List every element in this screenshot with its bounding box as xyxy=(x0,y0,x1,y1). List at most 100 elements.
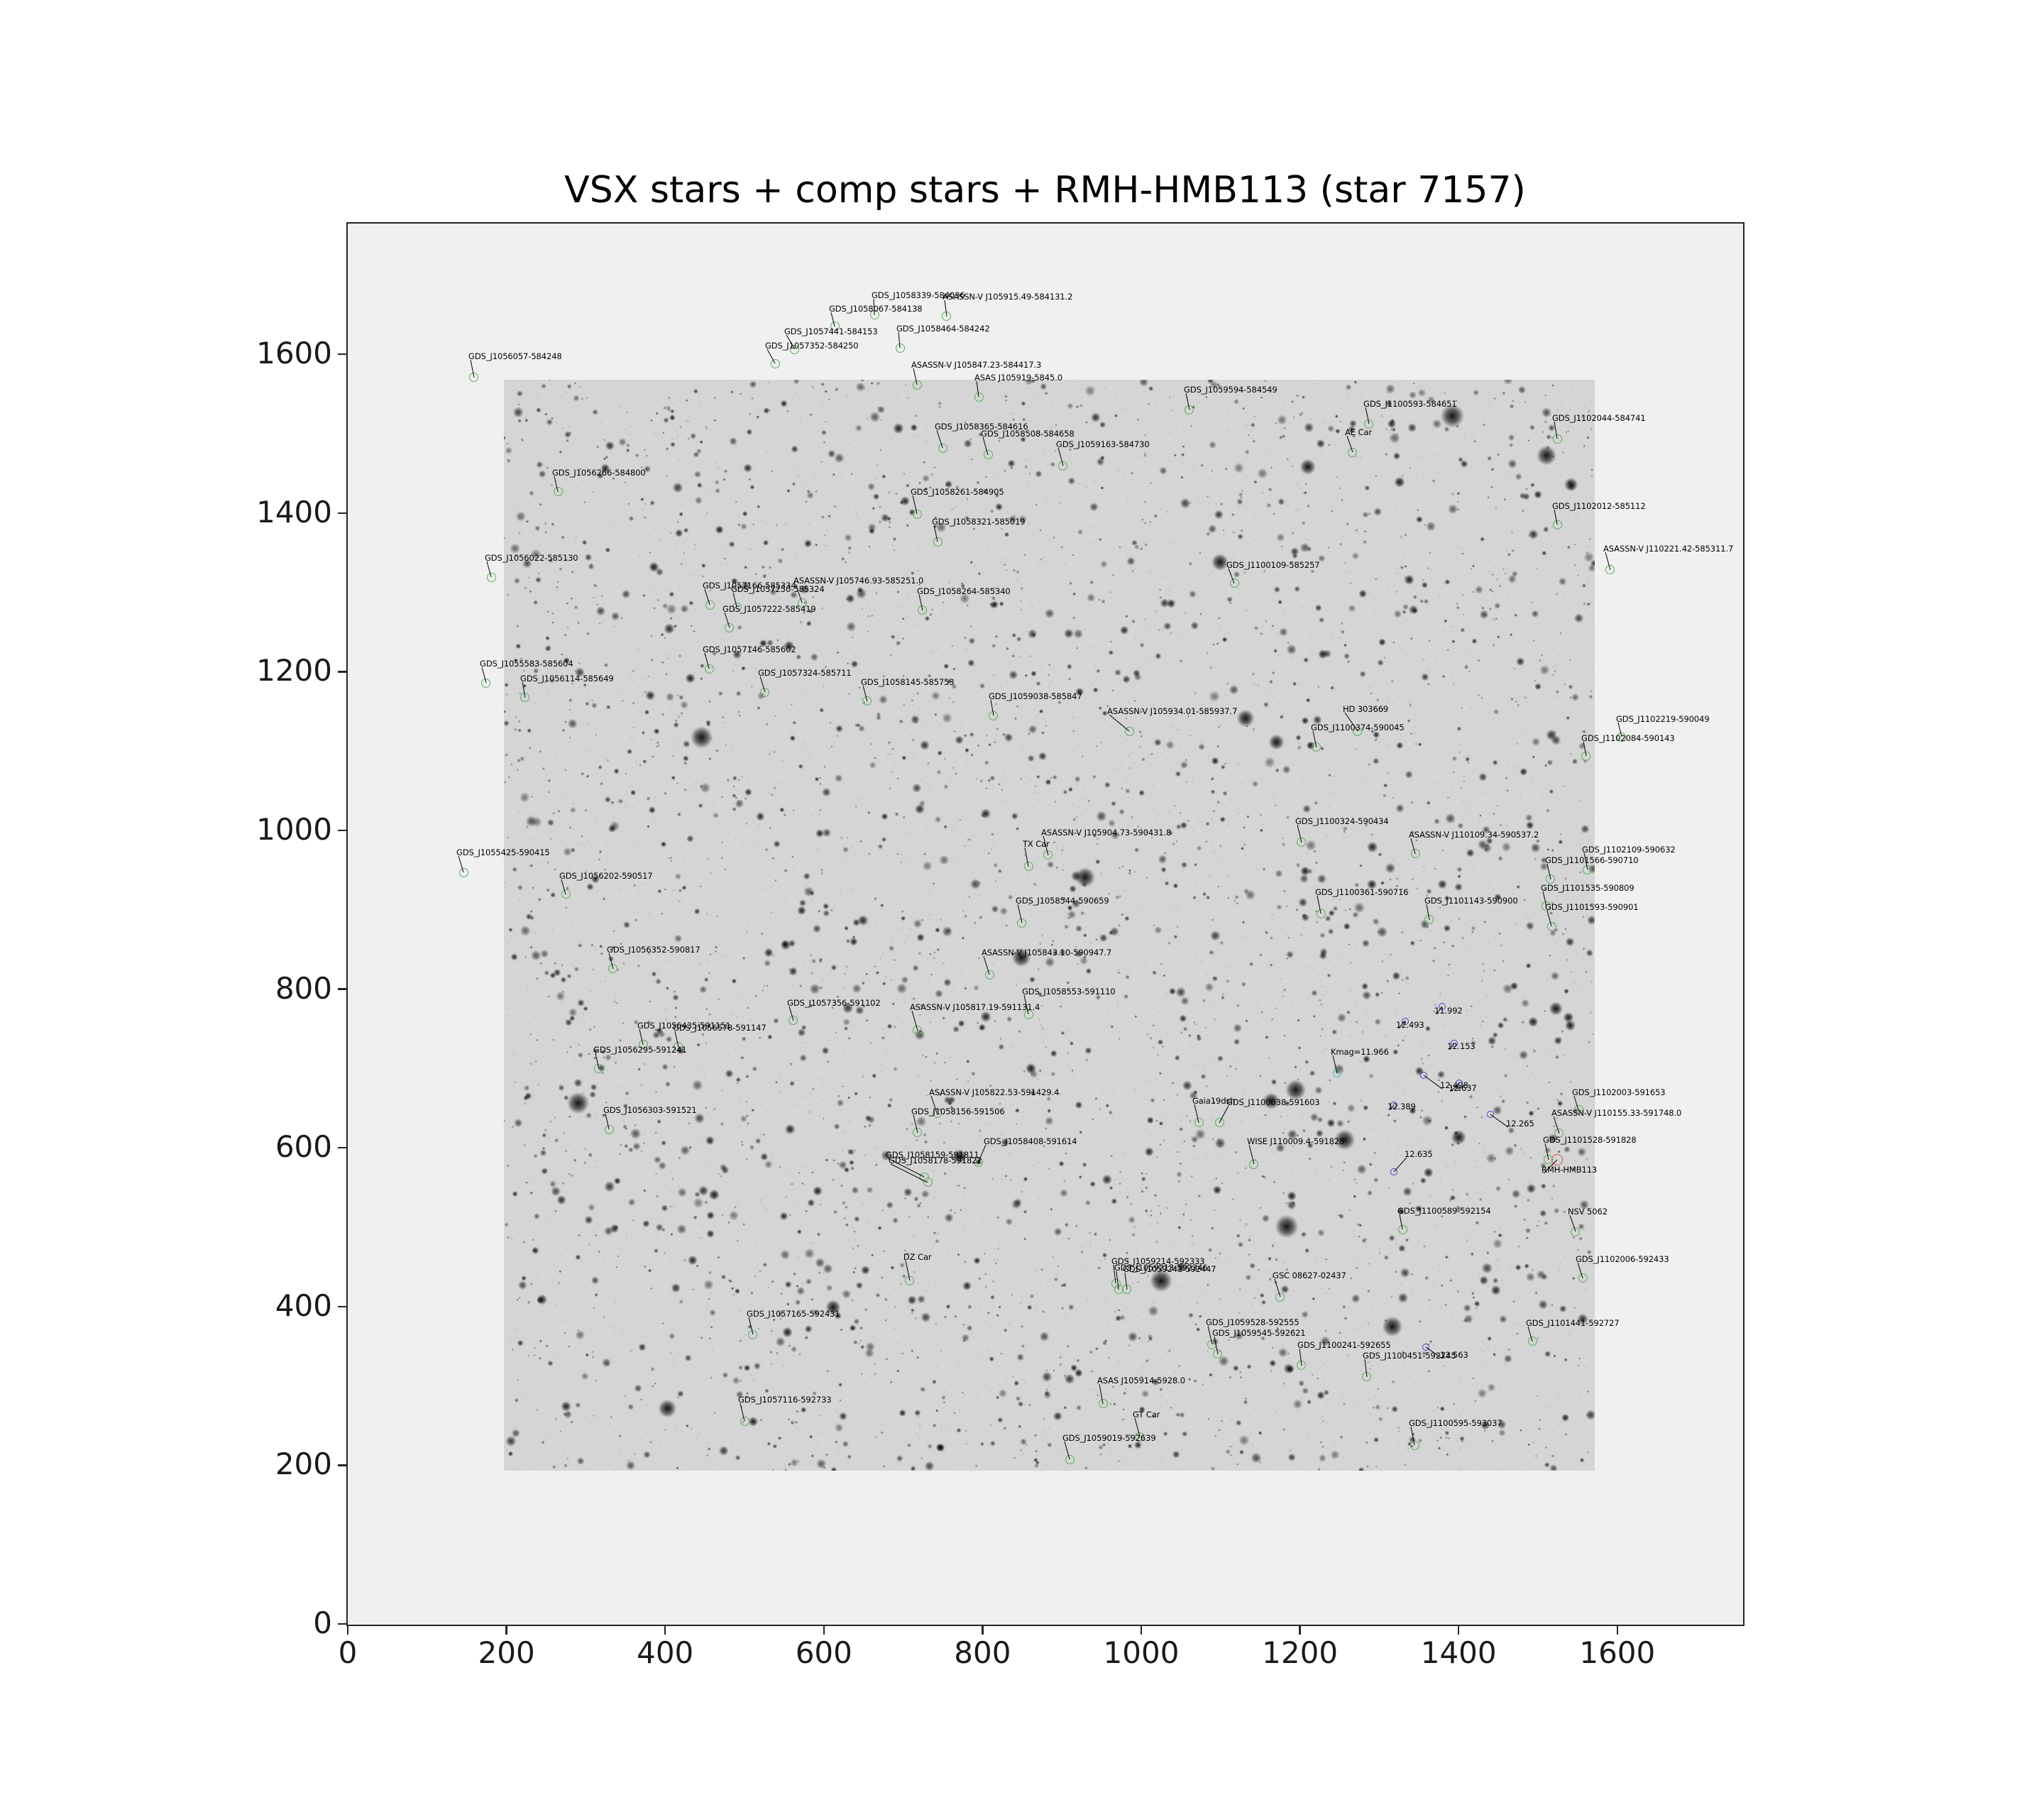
y-tick-label: 1200 xyxy=(256,653,332,688)
star-label: ASASSN-V J105817.19-591131.4 xyxy=(909,1002,1040,1013)
star-label: GDS_J1102044-584741 xyxy=(1552,413,1646,424)
star-label: GDS_J1100109-585257 xyxy=(1226,559,1320,570)
x-tick-mark xyxy=(1140,1625,1143,1635)
vsx-star-marker xyxy=(1348,447,1358,457)
vsx-star-marker xyxy=(983,450,993,460)
star-label: ASASSN-V J105746.93-585251.0 xyxy=(793,575,924,586)
y-tick-mark xyxy=(337,829,346,832)
star-label: GDS_J1058464-584242 xyxy=(896,324,990,334)
star-label: DZ Car xyxy=(903,1251,932,1262)
star-label: GDS_J1056022-585130 xyxy=(484,553,578,564)
target-star-marker xyxy=(1551,1153,1564,1165)
star-label: GDS_J1057165-592431 xyxy=(747,1309,840,1319)
comp-star-marker xyxy=(1422,1344,1430,1351)
vsx-star-marker xyxy=(553,487,563,497)
y-tick-mark xyxy=(337,512,346,514)
vsx-star-marker xyxy=(748,1329,758,1339)
vsx-star-marker xyxy=(1552,520,1562,529)
vsx-star-marker xyxy=(1065,1454,1075,1464)
star-label: GDS_J1058156-591506 xyxy=(911,1107,1005,1117)
x-tick-mark xyxy=(346,1625,349,1635)
y-tick-label: 200 xyxy=(275,1447,332,1482)
vsx-star-marker xyxy=(704,664,714,674)
star-label: GDS_J1059213-592346 xyxy=(1114,1262,1208,1273)
vsx-star-marker xyxy=(458,867,468,877)
star-label: GDS_J1058264-585340 xyxy=(917,586,1011,596)
vsx-star-marker xyxy=(895,343,905,353)
star-label: GDS_J1100374-590045 xyxy=(1311,723,1405,733)
y-tick-mark xyxy=(337,1464,346,1466)
vsx-star-marker xyxy=(604,1124,614,1134)
star-label: GDS_J1100324-590434 xyxy=(1295,816,1389,826)
vsx-star-marker xyxy=(1316,908,1326,918)
x-tick-mark xyxy=(664,1625,666,1635)
vsx-star-marker xyxy=(923,1178,933,1187)
vsx-star-marker xyxy=(1214,1118,1224,1128)
star-label: Gaia19dsh xyxy=(1192,1095,1236,1106)
star-label: GDS_J1057356-591102 xyxy=(787,997,881,1008)
vsx-star-marker xyxy=(1124,726,1134,736)
star-label: ASASSN-V J105847.23-584417.3 xyxy=(911,360,1042,370)
vsx-star-marker xyxy=(561,889,571,899)
star-label: GDS_J1056578-591147 xyxy=(673,1022,766,1033)
star-label: 12.389 xyxy=(1388,1102,1416,1111)
star-label: ASASSN-V J110109.34-590537.2 xyxy=(1408,829,1539,840)
vsx-star-marker xyxy=(933,537,943,547)
star-label: GDS_J1055583-585604 xyxy=(480,659,573,669)
plot-area xyxy=(346,221,1744,1626)
x-tick-label: 1200 xyxy=(1262,1635,1339,1670)
star-label: GDS_J1059594-584549 xyxy=(1184,385,1278,395)
star-label: 12.637 xyxy=(1449,1082,1477,1093)
star-label: GDS_J1101535-590809 xyxy=(1541,882,1634,893)
comp-star-marker xyxy=(1420,1072,1427,1079)
star-label: GDS_J1057324-585711 xyxy=(758,668,852,678)
star-label: 12.635 xyxy=(1404,1148,1433,1159)
x-tick-label: 800 xyxy=(954,1635,1011,1670)
y-tick-label: 0 xyxy=(313,1605,332,1640)
star-label: GDS_J1058261-584905 xyxy=(910,486,1004,497)
vsx-star-marker xyxy=(486,572,496,582)
star-label: GDS_J1056114-585649 xyxy=(520,673,614,684)
star-label: GDS_J1057166-585334 xyxy=(702,581,796,591)
star-label: GDS_J1055425-590415 xyxy=(456,847,550,858)
comp-star-marker xyxy=(1486,1111,1494,1119)
star-label: ASASSN-V J105822.53-591429.4 xyxy=(929,1087,1060,1097)
star-label: ASASSN-V J110155.33-591748.0 xyxy=(1551,1107,1682,1118)
vsx-star-marker xyxy=(1098,1399,1108,1409)
star-label: GDS_J1100241-592655 xyxy=(1297,1339,1391,1350)
star-label: GDS_J1059214-592333 xyxy=(1111,1256,1205,1266)
star-label: GDS_J1058145-585753 xyxy=(861,676,955,687)
vsx-star-marker xyxy=(1229,578,1239,588)
star-label: GDS_J1102219-590049 xyxy=(1616,713,1710,724)
vsx-star-marker xyxy=(1571,1226,1581,1236)
star-label: GDS_J1100593-584651 xyxy=(1363,399,1457,409)
star-label: ASAS J105919-5845.0 xyxy=(974,373,1062,383)
y-tick-label: 1600 xyxy=(256,336,332,371)
star-label: ASASSN-V J105915.49-584131.2 xyxy=(943,291,1073,302)
kmag-star-marker xyxy=(1333,1068,1342,1077)
vsx-star-marker xyxy=(1546,921,1556,931)
vsx-star-marker xyxy=(1397,1224,1407,1234)
y-tick-mark xyxy=(337,1147,346,1149)
star-label: GDS_J1100038-591603 xyxy=(1226,1097,1320,1107)
star-label: GDS_J1056352-590817 xyxy=(607,944,700,955)
star-label: GDS_J1058553-591110 xyxy=(1021,987,1116,997)
vsx-star-marker xyxy=(938,443,947,453)
star-label: GDS_J1102084-590143 xyxy=(1581,733,1675,744)
star-label: 12.493 xyxy=(1395,1019,1424,1030)
x-tick-mark xyxy=(1458,1625,1460,1635)
x-tick-label: 1600 xyxy=(1579,1635,1656,1670)
star-label: GSC 08627-02437 xyxy=(1273,1270,1346,1281)
x-tick-mark xyxy=(982,1625,984,1635)
y-tick-label: 600 xyxy=(275,1129,332,1165)
star-label: GDS_J1058544-590659 xyxy=(1016,895,1109,906)
star-label: AE Car xyxy=(1344,427,1372,438)
star-label: GDS_J1056202-590517 xyxy=(559,870,653,881)
vsx-star-marker xyxy=(1058,461,1068,471)
x-tick-label: 1400 xyxy=(1420,1635,1497,1670)
plot-title: VSX stars + comp stars + RMH-HMB113 (sta… xyxy=(564,169,1526,212)
vsx-star-marker xyxy=(740,1416,749,1426)
star-label: GDS_J1056295-591241 xyxy=(593,1044,687,1055)
star-label: GDS_J1058321-585019 xyxy=(931,517,1026,527)
star-label: GDS_J1101143-590900 xyxy=(1424,895,1518,906)
